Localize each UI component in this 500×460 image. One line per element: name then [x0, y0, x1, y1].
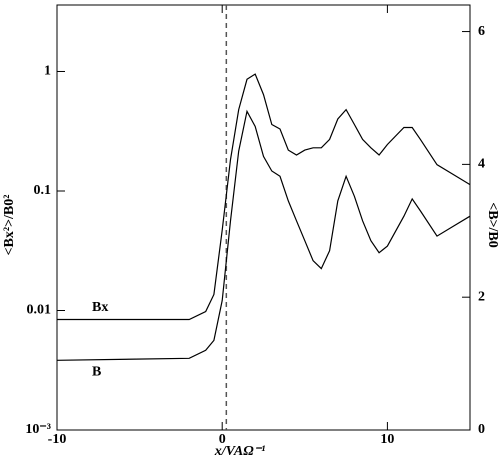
- y-axis-label: <Bx²>/B0²: [2, 195, 17, 256]
- series-label: B: [92, 364, 101, 379]
- y-tick-label: 0.01: [27, 303, 52, 318]
- y2-tick-label: 4: [478, 157, 485, 172]
- x-tick-label: 0: [219, 432, 226, 447]
- x-tick-label: 10: [380, 432, 394, 447]
- plot-frame: [56, 4, 471, 431]
- y2-tick-label: 0: [478, 422, 485, 437]
- x-tick-label: -10: [48, 432, 67, 447]
- data-line: [57, 73, 471, 321]
- y2-axis-label: <B>/B0: [485, 202, 500, 248]
- x-axis-label: x/VAΩ⁻¹: [214, 444, 266, 459]
- y2-tick-label: 6: [478, 24, 485, 39]
- y-tick-label: 1: [44, 64, 51, 79]
- data-line: [56, 109, 471, 361]
- y2-tick-label: 2: [478, 289, 485, 304]
- series-label: Bx: [92, 300, 108, 315]
- y-tick-label: 10⁻³: [25, 422, 51, 437]
- y-tick-label: 0.1: [34, 183, 52, 198]
